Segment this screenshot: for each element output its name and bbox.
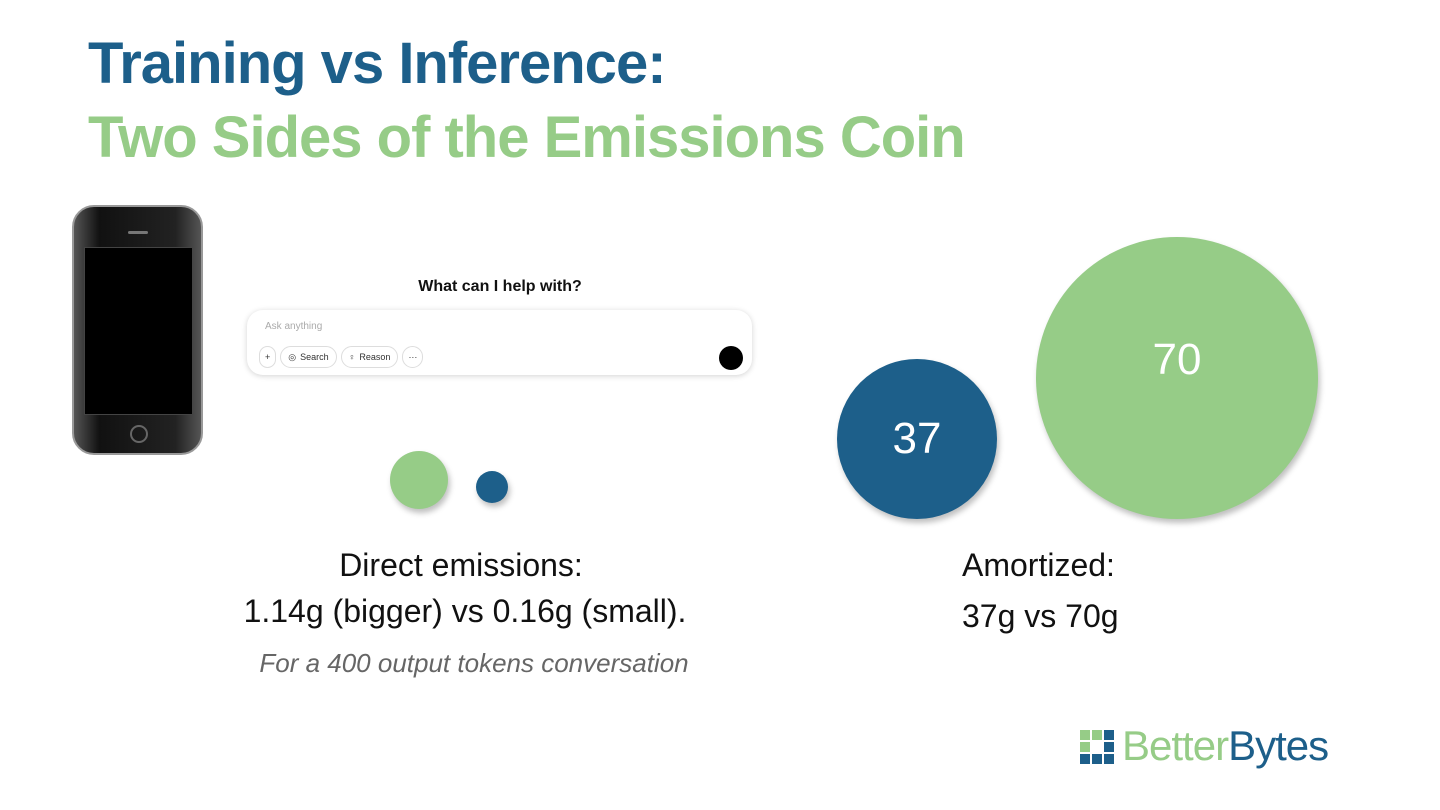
direct-heading: Direct emissions: bbox=[339, 547, 583, 583]
logo-part2: Bytes bbox=[1228, 722, 1329, 769]
amortized-bubble-large: 70 bbox=[1036, 237, 1318, 519]
phone-screen bbox=[84, 247, 193, 415]
chat-placeholder: Ask anything bbox=[265, 321, 323, 332]
chat-prompt: What can I help with? bbox=[418, 278, 582, 295]
logo-part1: Better bbox=[1122, 722, 1229, 769]
chat-box: Ask anything + ◎ Search ♀ Reason ··· bbox=[247, 310, 752, 375]
logo-text: BetterBytes bbox=[1122, 722, 1329, 770]
logo-icon bbox=[1080, 730, 1114, 764]
add-button[interactable]: + bbox=[259, 346, 277, 368]
direct-detail: 1.14g (bigger) vs 0.16g (small). bbox=[243, 593, 687, 629]
direct-note: For a 400 output tokens conversation bbox=[259, 648, 689, 678]
voice-button[interactable] bbox=[719, 346, 743, 370]
reason-button[interactable]: ♀ Reason bbox=[340, 346, 399, 368]
phone bbox=[72, 205, 203, 455]
small-blue-circle bbox=[476, 471, 508, 503]
amortized-heading: Amortized: bbox=[962, 547, 1115, 583]
search-label: Search bbox=[300, 352, 329, 362]
small-green-circle bbox=[390, 451, 448, 509]
title-line1: Training vs Inference: bbox=[88, 31, 667, 96]
phone-button bbox=[130, 425, 148, 443]
chat-toolbar: + ◎ Search ♀ Reason ··· bbox=[259, 346, 427, 368]
reason-label: Reason bbox=[359, 352, 391, 362]
more-button[interactable]: ··· bbox=[402, 346, 424, 368]
phone-speaker bbox=[128, 231, 148, 234]
amortized-detail: 37g vs 70g bbox=[962, 598, 1119, 634]
search-button[interactable]: ◎ Search bbox=[280, 346, 337, 368]
title-line2: Two Sides of the Emissions Coin bbox=[88, 105, 966, 170]
amortized-bubble-small: 37 bbox=[837, 359, 997, 519]
